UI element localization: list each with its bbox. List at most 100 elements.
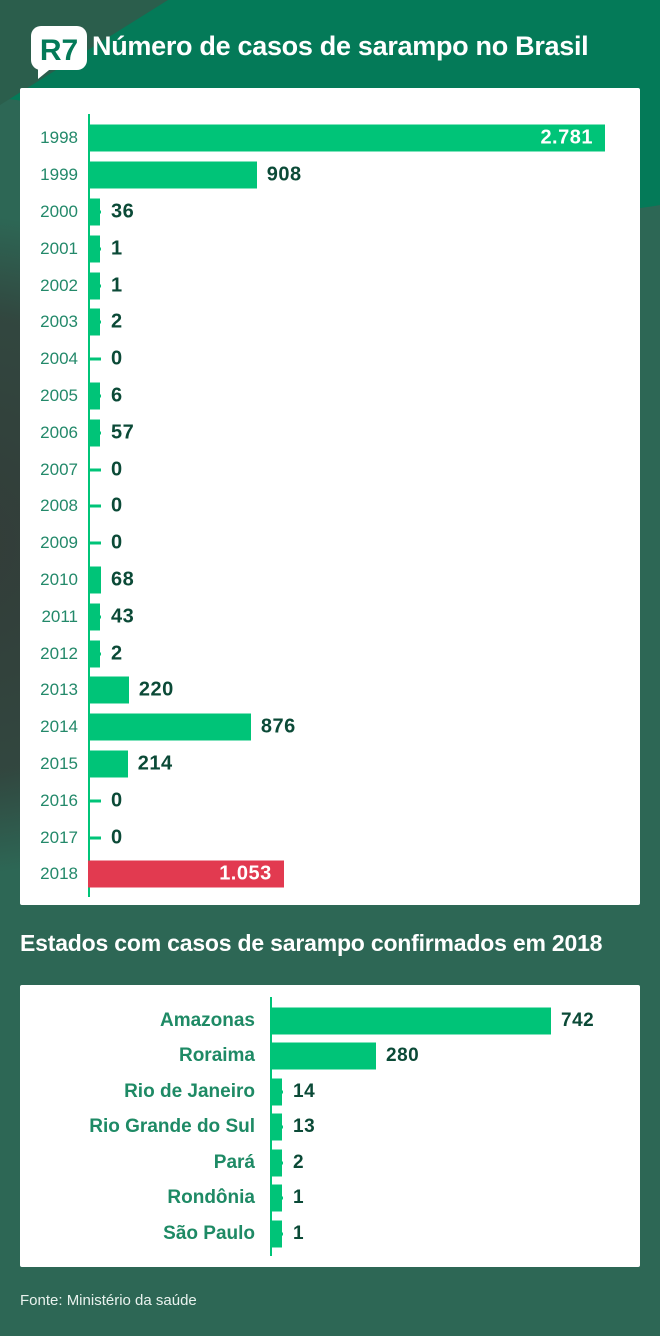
plot-area: 2 [270,1145,551,1181]
axis-tick [88,799,101,803]
value-label: 2 [111,642,123,665]
plot-area: 0 [88,525,605,562]
plot-area: 2.781 [88,120,605,157]
page-title: Número de casos de sarampo no Brasil [92,31,589,61]
category-label: 2001 [40,238,78,258]
chart-row: São Paulo 1 [20,1216,640,1252]
value-label: 1 [111,274,123,297]
bar [88,198,100,226]
bar [270,1113,282,1141]
r7-logo: R7 [31,26,87,79]
category-label: 1998 [40,128,78,148]
value-label: 2 [293,1151,305,1173]
plot-area: 1.053 [88,856,605,893]
value-label: 1 [293,1222,305,1244]
category-label: 2003 [40,312,78,332]
value-label: 0 [111,826,123,849]
category-label: 1999 [40,165,78,185]
value-label: 220 [138,678,174,701]
plot-area: 43 [88,598,605,635]
value-label: 280 [386,1045,420,1067]
bar [270,1078,282,1106]
value-label: 1 [293,1187,305,1209]
category-label: 2017 [40,827,78,847]
value-label: 36 [111,200,135,223]
category-label: 2014 [40,717,78,737]
value-label: 43 [111,605,135,628]
axis-tick [88,468,101,472]
axis-tick [88,836,101,840]
axis-tick [88,541,101,545]
value-label: 13 [293,1116,316,1138]
plot-area: 0 [88,488,605,525]
category-label: Amazonas [159,1009,255,1031]
category-label: 2015 [40,753,78,773]
bar [88,603,100,631]
plot-area: 0 [88,782,605,819]
value-label: 6 [111,384,123,407]
bar [88,235,100,263]
category-label: 2018 [40,864,78,884]
bar: 1.053 [88,860,284,888]
plot-area: 214 [88,746,605,783]
chart-row: 2011 43 [20,598,640,635]
bar [88,566,101,594]
chart-row: 2004 0 [20,341,640,378]
category-label: 2007 [40,459,78,479]
category-label: 2016 [40,790,78,810]
category-label: 2010 [40,569,78,589]
source-note: Fonte: Ministério da saúde [20,1292,197,1309]
chart2-rows: Amazonas 742 Roraima 280 Rio de Janeiro 14 Rio… [20,997,640,1255]
chart-row: 2009 0 [20,525,640,562]
axis-tick [88,504,101,508]
plot-area: 13 [270,1110,551,1146]
plot-area: 2 [88,304,605,341]
category-label: 2005 [40,385,78,405]
chart-row: 2014 876 [20,709,640,746]
value-label: 14 [293,1080,316,1102]
chart-row: 2017 0 [20,819,640,856]
chart-row: 1999 908 [20,157,640,194]
category-label: 2013 [40,680,78,700]
plot-area: 6 [88,378,605,415]
bar [270,1007,551,1035]
value-label: 0 [111,789,123,812]
plot-area: 36 [88,194,605,231]
chart1-rows: 1998 2.781 1999 908 2000 36 2001 1 2002 1 2003 2 200… [20,114,640,897]
value-label: 214 [137,752,173,775]
plot-area: 908 [88,157,605,194]
bar [88,640,100,668]
bar [88,676,129,704]
bar [270,1184,282,1212]
category-label: 2000 [40,201,78,221]
value-label: 2 [111,310,123,333]
chart-row: 1998 2.781 [20,120,640,157]
chart-row: 2001 1 [20,230,640,267]
chart-row: 2016 0 [20,782,640,819]
value-label: 876 [260,715,296,738]
chart-row: 2005 6 [20,378,640,415]
bar [270,1149,282,1177]
bar [88,713,251,741]
bar [88,308,100,336]
value-label: 0 [111,458,123,481]
value-label: 1 [111,237,123,260]
chart-row: 2002 1 [20,267,640,304]
bar [88,161,257,189]
bar: 2.781 [88,124,605,152]
plot-area: 1 [270,1216,551,1252]
value-label: 908 [266,163,302,186]
value-label: 2.781 [540,126,593,149]
bar [88,382,100,410]
section2-title: Estados com casos de sarampo confirmados… [20,930,603,956]
chart-row: 2000 36 [20,194,640,231]
plot-area: 742 [270,1003,594,1039]
measles-by-state-chart: Amazonas 742 Roraima 280 Rio de Janeiro 14 Rio… [20,985,640,1267]
plot-area: 0 [88,341,605,378]
category-label: Rio de Janeiro [124,1080,255,1102]
measles-by-year-chart: 1998 2.781 1999 908 2000 36 2001 1 2002 1 2003 2 200… [20,88,640,905]
value-label: 1.053 [219,862,272,885]
bar [88,419,100,447]
category-label: Roraima [178,1045,255,1067]
